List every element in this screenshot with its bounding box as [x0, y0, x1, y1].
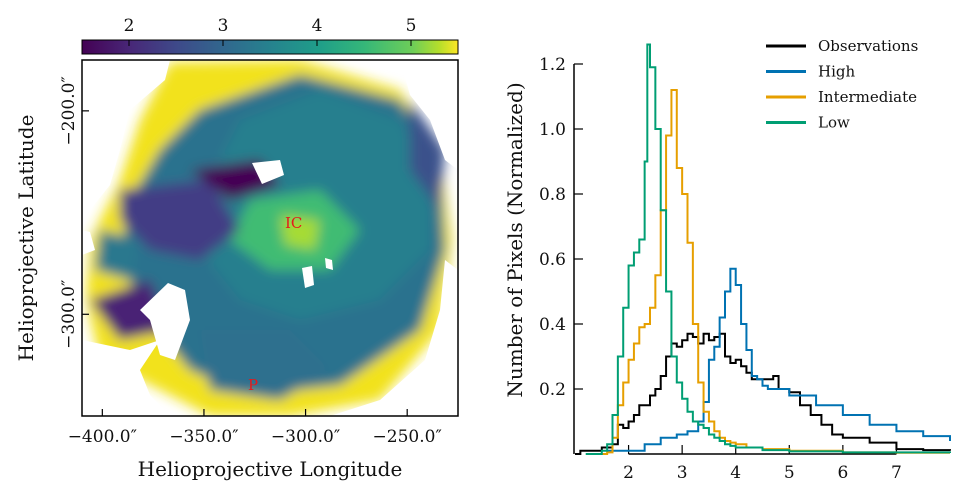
- legend: Observations High Intermediate Low: [766, 37, 918, 132]
- map-x-tick-label: −250.0″: [373, 427, 442, 447]
- series-line-low: [585, 43, 951, 455]
- colorbar: 2 3 4 5: [81, 16, 459, 55]
- y-tick-label: 0.8: [539, 185, 566, 205]
- colorbar-gradient: [81, 39, 459, 55]
- legend-label: Intermediate: [818, 88, 917, 106]
- x-tick-label: 7: [891, 463, 902, 483]
- x-tick-label: 2: [623, 463, 634, 483]
- legend-label: Observations: [818, 37, 918, 55]
- map-y-tick-label: −200.0″: [59, 76, 79, 145]
- colorbar-tick-label: 2: [124, 16, 135, 36]
- legend-label: Low: [818, 114, 850, 132]
- x-tick-label: 3: [677, 463, 688, 483]
- series-line-intermediate: [601, 89, 951, 455]
- legend-label: High: [818, 63, 855, 81]
- y-tick-label: 0.6: [539, 250, 566, 270]
- colorbar-tick-label: 4: [312, 16, 323, 36]
- x-tick-label: 5: [784, 463, 795, 483]
- map-x-axis-label: Helioprojective Longitude: [138, 457, 403, 481]
- x-tick-label: 4: [730, 463, 741, 483]
- map-x-tick-label: −350.0″: [169, 427, 238, 447]
- annotation-p: P: [248, 376, 258, 394]
- y-tick-label: 0.4: [539, 315, 566, 335]
- annotation-ic: IC: [285, 214, 302, 232]
- heatmap-image: [82, 60, 458, 416]
- y-tick-label: 0.2: [539, 380, 566, 400]
- histogram-plot: 0.2 0.4 0.6 0.8 1.0 1.2 2 3 4 5 6 7: [539, 43, 951, 483]
- map-y-axis-label: Helioprojective Latitude: [14, 115, 38, 362]
- map-x-tick-label: −300.0″: [271, 427, 340, 447]
- x-tick-label: 6: [837, 463, 848, 483]
- map-x-tick-label: −400.0″: [68, 427, 137, 447]
- series-line-observations: [575, 332, 951, 455]
- y-tick-label: 1.2: [539, 55, 566, 75]
- colorbar-tick-label: 5: [406, 16, 417, 36]
- series-line-high: [607, 267, 951, 452]
- map-y-tick-label: −300.0″: [59, 280, 79, 349]
- hist-y-axis-label: Number of Pixels (Normalized): [503, 82, 527, 397]
- colorbar-tick-label: 3: [218, 16, 229, 36]
- map-frame: [81, 59, 459, 417]
- y-tick-label: 1.0: [539, 120, 566, 140]
